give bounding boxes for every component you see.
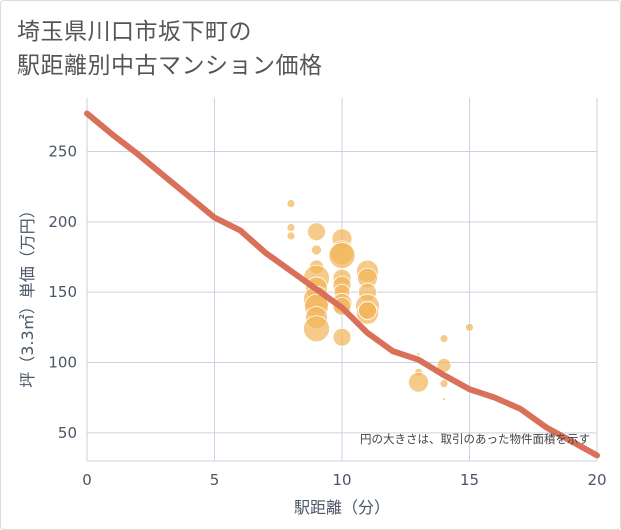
- x-tick-label: 0: [82, 471, 92, 489]
- bubble-size-note: 円の大きさは、取引のあった物件面積を示す: [360, 432, 590, 446]
- bubble-point: [332, 327, 352, 347]
- chart-title: 埼玉県川口市坂下町の 駅距離別中古マンション価格: [17, 15, 437, 83]
- x-tick-label: 5: [210, 471, 220, 489]
- trend-line-series: [84, 110, 600, 459]
- bubble-point: [408, 371, 429, 393]
- bubble-point: [328, 242, 356, 269]
- y-axis-label: 坪（3.3㎡）単価（万円）: [18, 202, 37, 387]
- chart-title-line-2: 駅距離別中古マンション価格: [17, 53, 323, 79]
- bubble-point: [439, 334, 449, 343]
- bubble-point: [439, 379, 449, 389]
- x-tick-label: 15: [460, 471, 479, 489]
- bubble-point: [307, 222, 326, 242]
- bubble-point: [465, 322, 474, 332]
- bubble-point: [303, 315, 330, 343]
- bubble-point: [442, 397, 446, 401]
- bubble-point: [416, 352, 421, 356]
- x-axis-label: 駅距離（分）: [294, 498, 390, 517]
- axis-ticks: 0 5 10 15 20 50 100 150 200 250: [48, 142, 606, 489]
- bubble-point: [286, 223, 296, 232]
- x-tick-label: 20: [587, 471, 606, 489]
- bubble-point: [286, 231, 296, 241]
- chart-title-line-1: 埼玉県川口市坂下町の: [17, 19, 252, 45]
- y-tick-label: 100: [48, 354, 77, 372]
- bubble-point: [358, 301, 377, 320]
- bubble-point: [311, 244, 322, 256]
- y-tick-label: 50: [58, 424, 77, 442]
- y-tick-label: 150: [48, 283, 77, 301]
- y-tick-label: 250: [48, 142, 77, 160]
- x-tick-label: 10: [332, 471, 351, 489]
- bubble-point: [286, 199, 296, 208]
- trend-line: [84, 110, 600, 459]
- y-tick-label: 200: [48, 213, 77, 231]
- bubble-series: [286, 199, 474, 401]
